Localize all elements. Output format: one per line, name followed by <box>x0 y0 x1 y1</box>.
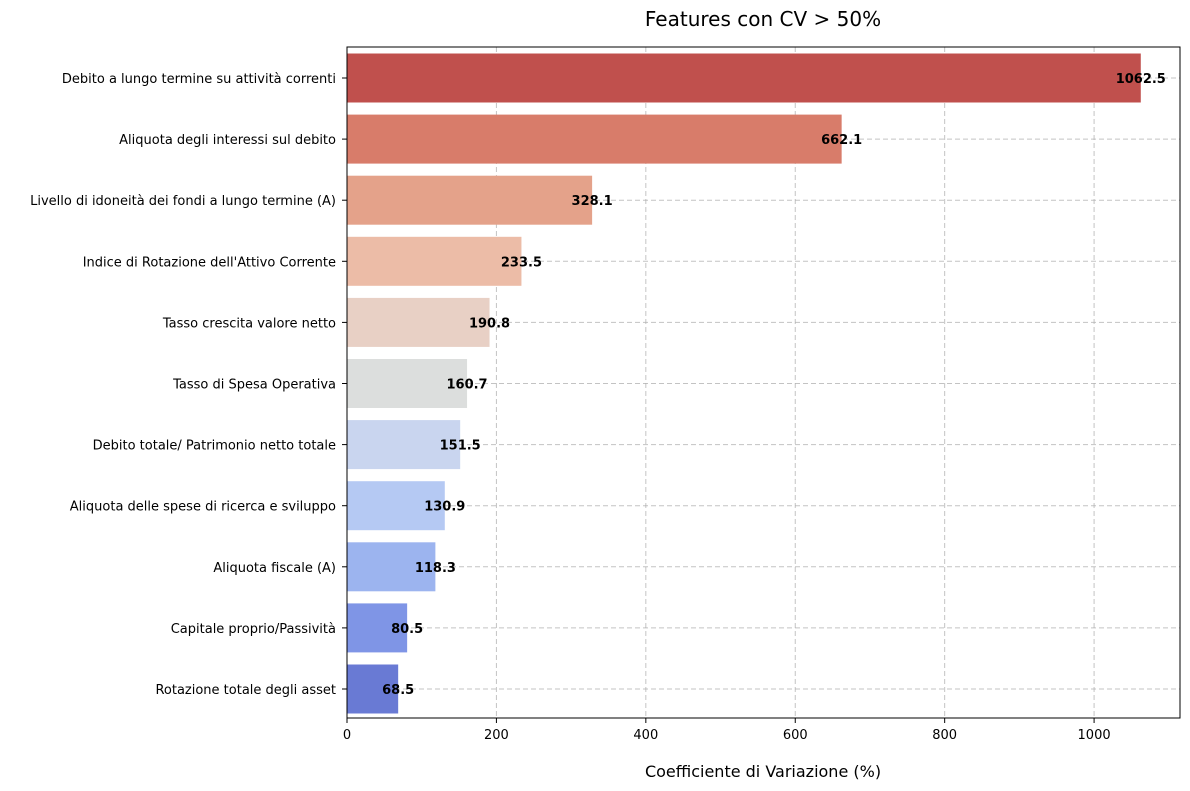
y-tick-label: Tasso crescita valore netto <box>162 316 336 331</box>
y-tick-label: Aliquota fiscale (A) <box>213 561 336 576</box>
y-tick-label: Indice di Rotazione dell'Attivo Corrente <box>83 255 336 270</box>
x-tick-label: 600 <box>783 728 808 743</box>
bar <box>347 420 461 470</box>
data-label: 1062.5 <box>1116 72 1166 87</box>
x-tick-label: 800 <box>932 728 957 743</box>
data-label: 662.1 <box>821 133 862 148</box>
plot-frame <box>346 46 1181 719</box>
data-label: 328.1 <box>572 194 613 209</box>
x-axis-ticks: 0 200 400 600 800 1000 <box>342 77 1111 743</box>
chart-title: Features con CV > 50% <box>645 7 881 31</box>
x-tick-label: 400 <box>633 728 658 743</box>
x-axis-label: Coefficiente di Variazione (%) <box>645 762 881 781</box>
bars <box>347 53 1141 714</box>
bar <box>347 114 842 164</box>
data-label: 151.5 <box>440 439 481 454</box>
y-tick-label: Capitale proprio/Passività <box>171 622 336 637</box>
bar <box>347 53 1141 103</box>
bar <box>347 603 408 653</box>
y-axis-category-labels: Debito a lungo termine su attività corre… <box>30 72 336 698</box>
y-tick-label: Aliquota delle spese di ricerca e svilup… <box>70 500 336 515</box>
data-label: 118.3 <box>415 561 456 576</box>
data-label: 80.5 <box>391 622 423 637</box>
x-tick-label: 0 <box>343 728 351 743</box>
bar <box>347 297 490 347</box>
y-tick-label: Livello di idoneità dei fondi a lungo te… <box>30 194 336 209</box>
x-tick-label: 1000 <box>1078 728 1111 743</box>
data-label: 233.5 <box>501 255 542 270</box>
y-tick-label: Aliquota degli interessi sul debito <box>119 133 336 148</box>
data-label: 130.9 <box>424 500 465 515</box>
bar <box>347 542 436 592</box>
y-tick-label: Debito totale/ Patrimonio netto totale <box>93 439 336 454</box>
y-tick-label: Rotazione totale degli asset <box>155 683 336 698</box>
value-labels: 1062.5 662.1 328.1 233.5 190.8 160.7 151.5 130.… <box>382 72 1166 698</box>
bar <box>347 481 445 531</box>
data-label: 160.7 <box>446 378 487 393</box>
data-label: 68.5 <box>382 683 414 698</box>
y-tick-label: Debito a lungo termine su attività corre… <box>62 72 336 87</box>
bar <box>347 359 468 408</box>
x-tick-label: 200 <box>484 728 509 743</box>
y-tick-label: Tasso di Spesa Operativa <box>172 378 336 393</box>
bar <box>347 175 593 225</box>
data-label: 190.8 <box>469 316 510 331</box>
bar <box>347 664 399 714</box>
bar <box>347 236 522 286</box>
